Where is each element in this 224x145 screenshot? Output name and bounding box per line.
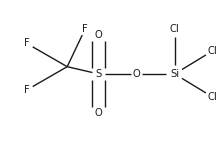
- Text: F: F: [24, 85, 30, 95]
- Text: Cl: Cl: [170, 24, 180, 34]
- Text: F: F: [24, 39, 30, 48]
- Text: Cl: Cl: [208, 46, 218, 56]
- Text: F: F: [82, 24, 88, 34]
- Text: O: O: [133, 69, 140, 79]
- Text: O: O: [95, 30, 102, 40]
- Text: Si: Si: [170, 69, 179, 79]
- Text: Cl: Cl: [208, 92, 218, 102]
- Text: S: S: [95, 69, 102, 79]
- Text: O: O: [95, 108, 102, 118]
